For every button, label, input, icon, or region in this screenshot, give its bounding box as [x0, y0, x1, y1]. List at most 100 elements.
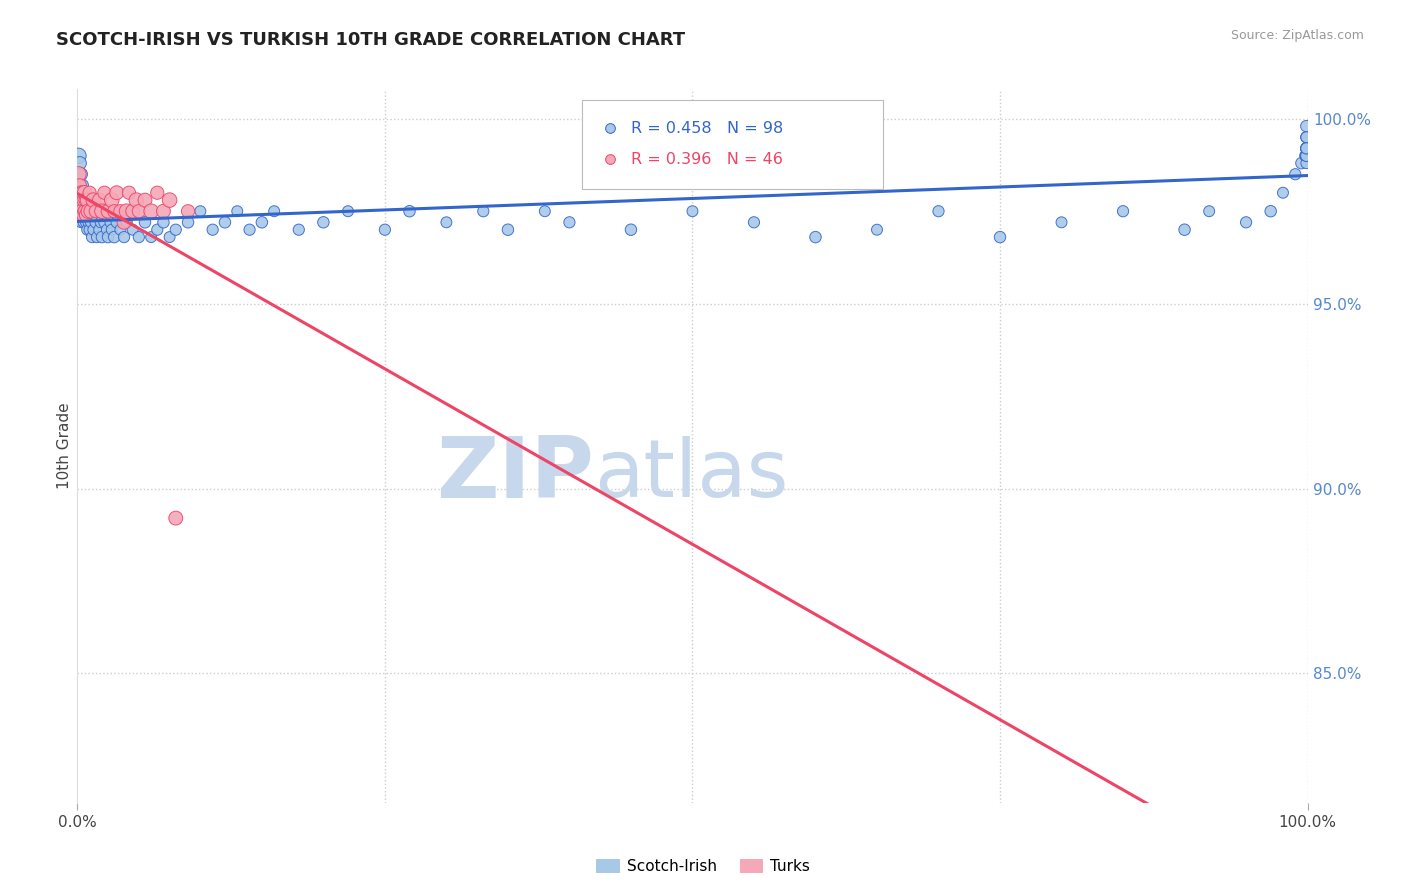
Point	[93, 186, 115, 200]
Point	[96, 223, 118, 237]
Point	[1294, 149, 1316, 163]
Legend: Scotch-Irish, Turks: Scotch-Irish, Turks	[591, 853, 815, 880]
Point	[103, 204, 125, 219]
Point	[67, 186, 90, 200]
Point	[72, 193, 94, 207]
Point	[398, 204, 420, 219]
Point	[1295, 130, 1317, 145]
Point	[67, 167, 90, 181]
Point	[93, 215, 115, 229]
Point	[67, 167, 90, 181]
Point	[67, 186, 90, 200]
Point	[159, 230, 181, 244]
Text: atlas: atlas	[595, 435, 789, 514]
Point	[214, 215, 236, 229]
Point	[82, 223, 104, 237]
Point	[682, 204, 704, 219]
Point	[70, 178, 93, 193]
Point	[1295, 156, 1317, 170]
Point	[72, 215, 94, 229]
Point	[90, 215, 112, 229]
Point	[201, 223, 224, 237]
Point	[80, 204, 103, 219]
Point	[121, 223, 143, 237]
Point	[69, 178, 91, 193]
Point	[70, 167, 93, 181]
Point	[79, 186, 101, 200]
Point	[115, 204, 138, 219]
Point	[79, 204, 101, 219]
Point	[152, 215, 174, 229]
Point	[75, 204, 97, 219]
Point	[84, 204, 107, 219]
Point	[496, 223, 519, 237]
Point	[70, 186, 93, 200]
Point	[76, 223, 98, 237]
Point	[134, 193, 156, 207]
Point	[125, 193, 148, 207]
Point	[67, 204, 90, 219]
Point	[1291, 156, 1313, 170]
FancyBboxPatch shape	[582, 100, 883, 189]
Point	[558, 215, 581, 229]
Point	[1295, 141, 1317, 155]
Point	[69, 193, 91, 207]
Point	[112, 230, 135, 244]
Point	[177, 215, 200, 229]
Point	[1284, 167, 1306, 181]
Point	[1295, 149, 1317, 163]
Point	[69, 193, 91, 207]
Point	[70, 215, 93, 229]
Point	[82, 193, 104, 207]
Point	[804, 230, 827, 244]
Point	[134, 215, 156, 229]
Point	[90, 204, 114, 219]
Point	[70, 204, 93, 219]
Point	[90, 230, 114, 244]
Point	[534, 204, 557, 219]
Point	[70, 204, 93, 219]
Point	[1295, 119, 1317, 133]
Point	[128, 204, 150, 219]
Point	[312, 215, 335, 229]
Point	[1295, 141, 1317, 155]
Point	[79, 223, 101, 237]
Text: R = 0.458   N = 98: R = 0.458 N = 98	[631, 121, 783, 136]
Point	[73, 193, 96, 207]
Point	[1295, 149, 1317, 163]
Point	[1295, 141, 1317, 155]
Point	[436, 215, 458, 229]
Point	[988, 230, 1011, 244]
Point	[72, 208, 94, 222]
Point	[190, 204, 212, 219]
Point	[101, 193, 124, 207]
Point	[103, 230, 125, 244]
Point	[73, 208, 96, 222]
Point	[89, 223, 111, 237]
Text: Source: ZipAtlas.com: Source: ZipAtlas.com	[1230, 29, 1364, 42]
Point	[73, 186, 96, 200]
Point	[76, 193, 98, 207]
Point	[69, 156, 91, 170]
Point	[146, 223, 169, 237]
Point	[1234, 215, 1257, 229]
Point	[67, 186, 90, 200]
Point	[337, 204, 360, 219]
Point	[226, 204, 249, 219]
Point	[84, 215, 107, 229]
Point	[263, 204, 285, 219]
Point	[76, 208, 98, 222]
Point	[105, 186, 128, 200]
Point	[1260, 204, 1282, 219]
Point	[288, 223, 311, 237]
Point	[67, 149, 90, 163]
Point	[110, 223, 132, 237]
Point	[70, 193, 93, 207]
Point	[239, 223, 262, 237]
Point	[110, 204, 132, 219]
Point	[66, 193, 89, 207]
Point	[105, 215, 128, 229]
Point	[1295, 141, 1317, 155]
Point	[177, 204, 200, 219]
Point	[101, 223, 124, 237]
